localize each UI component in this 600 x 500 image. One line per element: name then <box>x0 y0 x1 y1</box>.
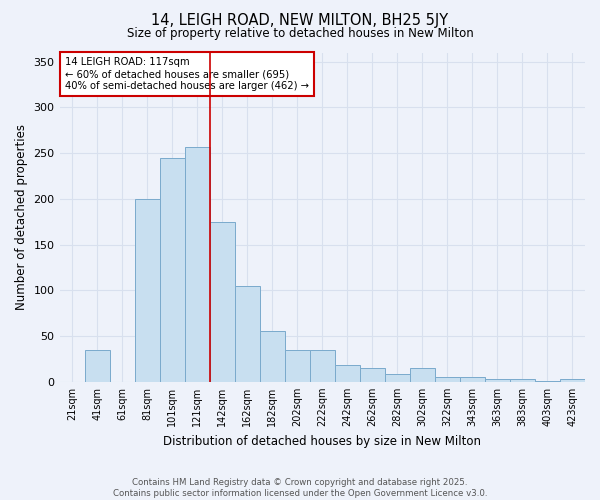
Bar <box>310 350 335 382</box>
Bar <box>160 158 185 382</box>
Bar <box>385 374 410 382</box>
Bar <box>535 381 560 382</box>
Bar <box>85 350 110 382</box>
Bar <box>134 199 160 382</box>
Bar <box>235 286 260 382</box>
Bar <box>510 379 535 382</box>
Text: 14 LEIGH ROAD: 117sqm
← 60% of detached houses are smaller (695)
40% of semi-det: 14 LEIGH ROAD: 117sqm ← 60% of detached … <box>65 58 309 90</box>
Bar <box>209 222 235 382</box>
Text: Size of property relative to detached houses in New Milton: Size of property relative to detached ho… <box>127 28 473 40</box>
Bar <box>485 379 510 382</box>
Bar <box>460 377 485 382</box>
Y-axis label: Number of detached properties: Number of detached properties <box>15 124 28 310</box>
Text: Contains HM Land Registry data © Crown copyright and database right 2025.
Contai: Contains HM Land Registry data © Crown c… <box>113 478 487 498</box>
Bar <box>435 377 460 382</box>
Bar <box>335 366 360 382</box>
Bar <box>410 368 435 382</box>
Bar <box>185 146 209 382</box>
Text: 14, LEIGH ROAD, NEW MILTON, BH25 5JY: 14, LEIGH ROAD, NEW MILTON, BH25 5JY <box>151 12 449 28</box>
X-axis label: Distribution of detached houses by size in New Milton: Distribution of detached houses by size … <box>163 434 481 448</box>
Bar <box>260 332 285 382</box>
Bar <box>560 379 585 382</box>
Bar <box>285 350 310 382</box>
Bar <box>360 368 385 382</box>
